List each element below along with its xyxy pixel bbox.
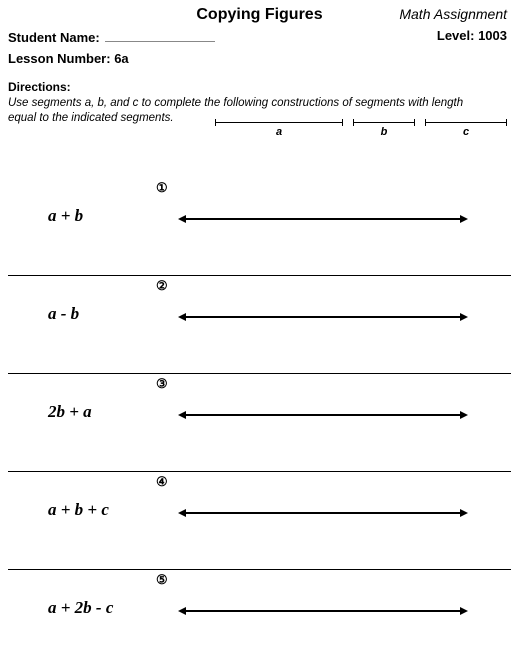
student-name-field: Student Name:: [8, 30, 511, 45]
tick-icon: [342, 119, 343, 126]
problem-3: ③ 2b + a: [8, 374, 511, 472]
segment-bar: [353, 122, 415, 123]
problem-expression: a + b + c: [48, 500, 109, 520]
student-name-label: Student Name:: [8, 30, 100, 45]
problem-2: ② a - b: [8, 276, 511, 374]
problem-number: ②: [156, 278, 168, 294]
answer-line: [178, 506, 468, 516]
double-arrow-icon: [178, 311, 468, 323]
tick-icon: [425, 119, 426, 126]
double-arrow-icon: [178, 213, 468, 225]
answer-line: [178, 408, 468, 418]
ref-segment-b: b: [353, 122, 415, 123]
segment-label: a: [276, 126, 282, 138]
level-value: 1003: [478, 28, 507, 43]
level: Level: 1003: [437, 28, 507, 43]
ref-segment-c: c: [425, 122, 507, 123]
problem-number: ①: [156, 180, 168, 196]
reference-segments: a b c: [215, 122, 511, 146]
problem-expression: a + 2b - c: [48, 598, 113, 618]
segment-bar: [215, 122, 343, 123]
level-label: Level:: [437, 28, 475, 43]
lesson-label: Lesson Number:: [8, 51, 111, 66]
tick-icon: [506, 119, 507, 126]
directions-heading: Directions:: [8, 80, 511, 94]
student-name-blank[interactable]: [105, 41, 215, 42]
problem-4: ④ a + b + c: [8, 472, 511, 570]
answer-line: [178, 310, 468, 320]
segment-label: b: [381, 126, 388, 138]
ref-segment-a: a: [215, 122, 343, 123]
tick-icon: [353, 119, 354, 126]
answer-line: [178, 212, 468, 222]
answer-line: [178, 604, 468, 614]
problem-5: ⑤ a + 2b - c: [8, 570, 511, 668]
problem-expression: a + b: [48, 206, 83, 226]
problem-number: ⑤: [156, 572, 168, 588]
assignment-label: Math Assignment: [399, 6, 507, 22]
problem-expression: 2b + a: [48, 402, 92, 422]
lesson-number: Lesson Number: 6a: [8, 51, 511, 66]
problem-expression: a - b: [48, 304, 79, 324]
double-arrow-icon: [178, 409, 468, 421]
problem-number: ④: [156, 474, 168, 490]
tick-icon: [215, 119, 216, 126]
segment-label: c: [463, 126, 469, 138]
problem-1: ① a + b: [8, 178, 511, 276]
double-arrow-icon: [178, 507, 468, 519]
lesson-value: 6a: [114, 51, 128, 66]
problem-number: ③: [156, 376, 168, 392]
segment-bar: [425, 122, 507, 123]
problems-list: ① a + b ② a - b ③ 2b + a ④ a + b + c ⑤ a + 2b…: [8, 178, 511, 668]
double-arrow-icon: [178, 605, 468, 617]
tick-icon: [414, 119, 415, 126]
